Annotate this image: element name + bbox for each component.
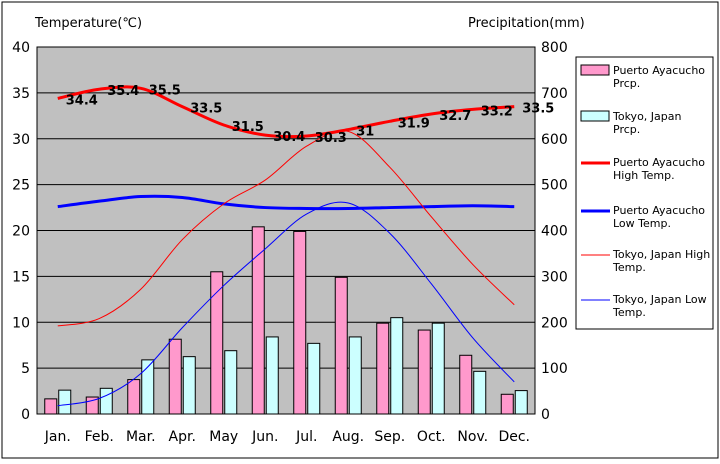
right-tick-label: 400 xyxy=(541,224,568,240)
left-axis-title: Temperature(℃) xyxy=(34,16,142,31)
right-tick-label: 300 xyxy=(541,269,568,285)
legend-label: Puerto Ayacucho High Temp. xyxy=(613,156,705,182)
grid-lines xyxy=(37,92,535,369)
right-tick-label: 800 xyxy=(541,40,568,56)
right-tick-label: 100 xyxy=(541,361,568,377)
bar xyxy=(500,393,514,415)
right-tick-label: 0 xyxy=(541,407,550,423)
legend-label: Tokyo, Japan High Temp. xyxy=(612,248,710,274)
tick-labels: 0510152025303540010020030040050060070080… xyxy=(12,40,568,445)
left-tick-label: 30 xyxy=(12,132,30,148)
series-line-tokyo-high xyxy=(57,130,515,327)
bar xyxy=(514,390,528,415)
x-tick-label: Mar. xyxy=(126,429,156,445)
bar xyxy=(251,226,265,415)
data-label: 35.5 xyxy=(149,83,181,98)
bar xyxy=(182,356,196,415)
x-tick-label: May xyxy=(209,429,238,445)
legend: Puerto Ayacucho Prcp. Tokyo, Japan Prcp. Pue… xyxy=(575,56,714,330)
left-tick-label: 15 xyxy=(12,269,30,285)
x-tick-label: Apr. xyxy=(169,429,196,445)
bar xyxy=(417,329,431,415)
x-tick-label: Aug. xyxy=(332,429,364,445)
data-label: 31 xyxy=(356,125,374,140)
bar xyxy=(168,338,182,415)
data-label: 32.7 xyxy=(439,109,471,124)
bar xyxy=(293,230,307,415)
data-label: 33.5 xyxy=(190,102,222,117)
legend-label: Puerto Ayacucho Low Temp. xyxy=(613,204,705,230)
data-label: 33.2 xyxy=(481,104,513,119)
legend-label: Tokyo, Japan Prcp. xyxy=(612,110,681,136)
bar xyxy=(224,350,238,415)
bar xyxy=(99,387,113,415)
bar xyxy=(307,342,321,415)
data-label: 34.4 xyxy=(66,93,98,108)
bar xyxy=(127,379,141,415)
bar xyxy=(431,322,445,415)
left-tick-label: 5 xyxy=(21,361,30,377)
left-tick-label: 35 xyxy=(12,86,30,102)
series-line-pa-high xyxy=(57,85,515,139)
bar xyxy=(265,336,279,415)
left-tick-label: 40 xyxy=(12,40,30,56)
bar xyxy=(459,354,473,415)
right-tick-label: 600 xyxy=(541,132,568,148)
right-tick-label: 200 xyxy=(541,315,568,331)
series-line-pa-low xyxy=(57,194,515,211)
legend-swatch xyxy=(580,110,610,122)
x-tick-label: Nov. xyxy=(457,429,488,445)
bar xyxy=(473,370,487,415)
x-tick-label: Feb. xyxy=(85,429,114,445)
lines xyxy=(57,85,515,407)
right-axis-title: Precipitation(mm) xyxy=(468,16,585,31)
data-label: 33.5 xyxy=(522,102,554,117)
x-tick-label: Dec. xyxy=(498,429,530,445)
bars xyxy=(44,226,528,415)
legend-label: Puerto Ayacucho Prcp. xyxy=(613,64,705,90)
left-tick-label: 10 xyxy=(12,315,30,331)
bar xyxy=(44,398,58,415)
bar xyxy=(210,271,224,415)
right-tick-label: 500 xyxy=(541,178,568,194)
data-label: 35.4 xyxy=(107,84,139,99)
left-tick-label: 0 xyxy=(21,407,30,423)
x-tick-label: Oct. xyxy=(417,429,446,445)
x-tick-label: Jun. xyxy=(251,429,278,445)
bar xyxy=(390,317,404,415)
bar xyxy=(348,336,362,415)
right-tick-label: 700 xyxy=(541,86,568,102)
data-label: 30.3 xyxy=(315,131,347,146)
bar xyxy=(376,322,390,415)
data-labels: 34.4 35.4 35.5 33.5 31.5 30.4 30.3 31 31.9 32.7 33… xyxy=(66,83,555,146)
bar xyxy=(58,389,72,415)
x-tick-label: Sep. xyxy=(374,429,405,445)
left-tick-label: 20 xyxy=(12,224,30,240)
left-tick-label: 25 xyxy=(12,178,30,194)
legend-swatch xyxy=(580,64,610,76)
series-line-tokyo-low xyxy=(57,201,515,407)
legend-box xyxy=(575,56,714,330)
x-tick-label: Jan. xyxy=(44,429,71,445)
data-label: 31.9 xyxy=(398,116,430,131)
bar xyxy=(141,359,155,415)
data-label: 30.4 xyxy=(273,130,305,145)
legend-label: Tokyo, Japan Low Temp. xyxy=(612,293,707,319)
data-label: 31.5 xyxy=(232,120,264,135)
bar xyxy=(334,276,348,415)
x-tick-label: Jul. xyxy=(295,429,317,445)
